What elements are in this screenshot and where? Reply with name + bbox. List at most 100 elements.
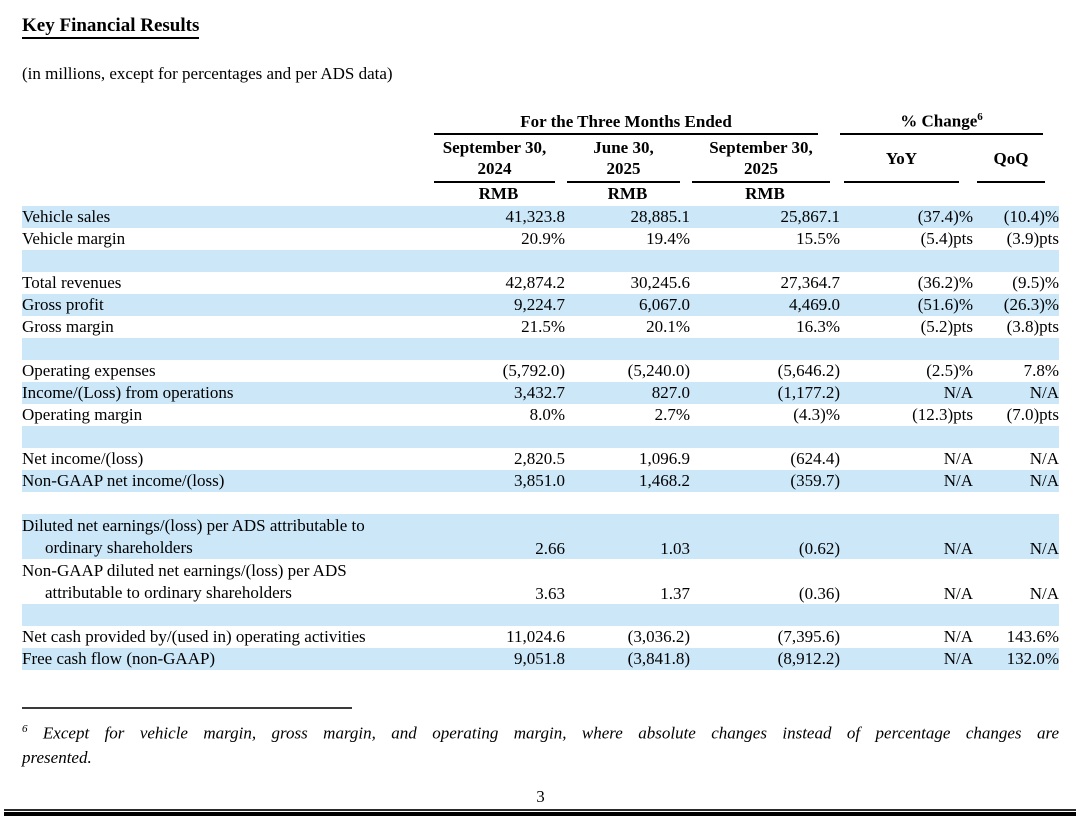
cell-value: 2,820.5	[514, 448, 565, 468]
table-row-total-revenues: Total revenues 42,874.2 30,245.6 27,364.…	[22, 272, 1059, 294]
cell-value: 25,867.1	[690, 205, 840, 228]
empty-header-cell	[840, 183, 973, 206]
cell-value: N/A	[1029, 583, 1060, 603]
cell-value: (5.4)pts	[920, 228, 973, 248]
table-row-net-income-loss: Net income/(loss) 2,820.5 1,096.9 (624.4…	[22, 448, 1059, 470]
cell-value: 3,851.0	[432, 469, 565, 492]
group-header-row: For the Three Months Ended % Change6	[22, 107, 1059, 135]
cell-value: (3.9)pts	[1006, 228, 1060, 248]
table-row-net-cash-operating-activities: Net cash provided by/(used in) operating…	[22, 626, 1059, 648]
row-label: Diluted net earnings/(loss) per ADS attr…	[22, 513, 432, 559]
col-header-sep-30-2025: September 30, 2025	[690, 135, 840, 183]
cell-value: 19.4%	[646, 228, 690, 248]
page-number: 3	[536, 787, 545, 807]
cell-value: 42,874.2	[505, 272, 566, 292]
table-row-operating-expenses: Operating expenses (5,792.0) (5,240.0) (…	[22, 360, 1059, 382]
cell-value: 21.5%	[521, 316, 565, 336]
table-row-operating-margin: Operating margin 8.0% 2.7% (4.3)% (12.3)…	[22, 404, 1059, 426]
row-label: Vehicle margin	[22, 228, 126, 248]
table-row-vehicle-sales: Vehicle sales 41,323.8 28,885.1 25,867.1…	[22, 205, 1060, 228]
cell-value: (51.6)%	[840, 293, 973, 316]
col-header-yoy: YoY	[840, 135, 973, 183]
table-row-vehicle-margin: Vehicle margin 20.9% 19.4% 15.5% (5.4)pt…	[22, 228, 1059, 250]
cell-value: 827.0	[565, 381, 690, 404]
cell-value: (5,792.0)	[502, 360, 565, 380]
page-title: Key Financial Results	[22, 15, 1059, 39]
cell-value: 1.37	[660, 583, 690, 603]
cell-value: (12.3)pts	[912, 404, 973, 424]
table-subtitle: (in millions, except for percentages and…	[22, 64, 393, 83]
cell-value: N/A	[973, 469, 1060, 492]
row-label: Net income/(loss)	[22, 448, 144, 468]
cell-value: N/A	[1029, 448, 1060, 468]
cell-value: (36.2)%	[917, 272, 973, 292]
row-label: Gross profit	[22, 293, 432, 316]
cell-value: 2.66	[432, 513, 565, 559]
cell-value: 7.8%	[1023, 360, 1060, 380]
cell-value: 15.5%	[796, 228, 840, 248]
unit-label: RMB	[745, 184, 785, 204]
cell-value: 20.9%	[521, 228, 565, 248]
table-row-free-cash-flow: Free cash flow (non-GAAP) 9,051.8 (3,841…	[22, 647, 1060, 670]
table-row-non-gaap-net-income-loss: Non-GAAP net income/(loss) 3,851.0 1,468…	[22, 469, 1060, 492]
row-label: Net cash provided by/(used in) operating…	[22, 626, 366, 646]
cell-value: N/A	[943, 448, 973, 468]
table-row-diluted-eps-ads: Diluted net earnings/(loss) per ADS attr…	[22, 513, 1060, 559]
empty-header-cell	[973, 183, 1059, 206]
cell-value: 3,432.7	[432, 381, 565, 404]
cell-value: (7.0)pts	[1006, 404, 1060, 424]
cell-value: (7,395.6)	[777, 626, 840, 646]
cell-value: (5,646.2)	[777, 360, 840, 380]
spacer-row	[22, 337, 1060, 360]
cell-value: 11,024.6	[506, 626, 565, 646]
cell-value: N/A	[973, 381, 1060, 404]
spacer-row	[22, 425, 1060, 448]
row-label: Income/(Loss) from operations	[22, 381, 432, 404]
financial-results-table: For the Three Months Ended % Change6 Sep…	[22, 107, 1060, 670]
cell-value: (10.4)%	[973, 205, 1060, 228]
unit-label: RMB	[607, 184, 648, 204]
cell-value: N/A	[840, 647, 973, 670]
row-label: Gross margin	[22, 316, 114, 336]
row-label: Total revenues	[22, 272, 122, 292]
cell-value: (3,841.8)	[565, 647, 690, 670]
cell-value: (0.36)	[798, 583, 840, 603]
cell-value: 1.03	[565, 513, 690, 559]
cell-value: 27,364.7	[780, 272, 841, 292]
cell-value: (2.5)%	[926, 360, 973, 380]
cell-value: 143.6%	[1006, 626, 1060, 646]
group-header-change: % Change6	[840, 107, 1059, 135]
row-label: Free cash flow (non-GAAP)	[22, 647, 432, 670]
unit-label: RMB	[478, 184, 519, 204]
row-label: Non-GAAP net income/(loss)	[22, 469, 432, 492]
footnote-line-1: 6 Except for vehicle margin, gross margi…	[22, 722, 1059, 743]
table-row-gross-profit: Gross profit 9,224.7 6,067.0 4,469.0 (51…	[22, 293, 1060, 316]
cell-value: 4,469.0	[690, 293, 840, 316]
cell-value: 6,067.0	[565, 293, 690, 316]
footnote-ref-superscript: 6	[977, 111, 983, 123]
cell-value: N/A	[840, 513, 973, 559]
cell-value: (1,177.2)	[690, 381, 840, 404]
table-row-non-gaap-diluted-eps-ads: Non-GAAP diluted net earnings/(loss) per…	[22, 559, 1059, 604]
cell-value: 3.63	[535, 583, 565, 603]
cell-value: N/A	[973, 513, 1060, 559]
spacer-row	[22, 492, 1059, 514]
cell-value: 20.1%	[646, 316, 690, 336]
cell-value: 41,323.8	[432, 205, 565, 228]
col-header-jun-30-2025: June 30, 2025	[565, 135, 690, 183]
cell-value: (0.62)	[690, 513, 840, 559]
cell-value: (9.5)%	[1012, 272, 1060, 292]
cell-value: N/A	[840, 469, 973, 492]
cell-value: (8,912.2)	[690, 647, 840, 670]
cell-value: 2.7%	[654, 404, 690, 424]
cell-value: 8.0%	[529, 404, 565, 424]
cell-value: (26.3)%	[973, 293, 1060, 316]
cell-value: (3.8)pts	[1006, 316, 1060, 336]
cell-value: (4.3)%	[793, 404, 840, 424]
cell-value: 9,224.7	[432, 293, 565, 316]
table-row-gross-margin: Gross margin 21.5% 20.1% 16.3% (5.2)pts …	[22, 316, 1059, 338]
page-bottom-border	[4, 809, 1076, 816]
empty-header-cell	[22, 183, 432, 206]
footnote-divider	[22, 706, 352, 709]
cell-value: (37.4)%	[840, 205, 973, 228]
